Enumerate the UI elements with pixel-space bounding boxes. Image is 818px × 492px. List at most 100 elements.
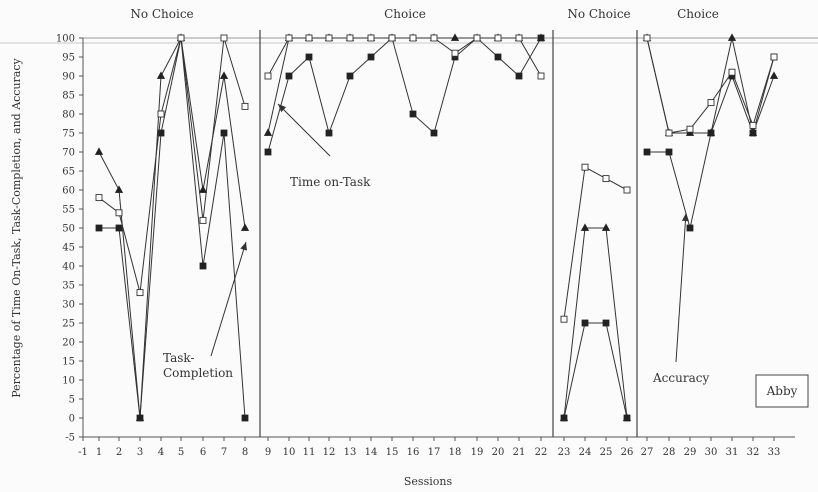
data-point (388, 34, 396, 42)
data-point (285, 34, 293, 42)
x-tick-label: 33 (768, 447, 781, 458)
x-tick-label: -1 (78, 447, 88, 458)
annotation-arrow (277, 103, 331, 157)
annotation-label: Task-Completion (163, 351, 233, 380)
x-tick-label: 6 (200, 447, 206, 458)
data-point (430, 34, 438, 42)
y-tick-label: 95 (62, 53, 75, 64)
data-point (94, 147, 104, 155)
y-tick-label: 60 (62, 186, 75, 197)
annotation-line: Task- (163, 351, 195, 365)
data-point (559, 413, 569, 421)
data-point (95, 194, 103, 202)
data-point (325, 129, 333, 137)
data-point (536, 33, 546, 41)
y-tick-label: 75 (62, 129, 75, 140)
y-tick-label: 100 (56, 34, 75, 45)
participant-label: Abby (766, 384, 798, 398)
x-tick-label: 32 (747, 447, 760, 458)
data-point (346, 72, 354, 80)
data-point (665, 148, 673, 156)
series-line (563, 166, 628, 320)
data-point (430, 129, 438, 137)
data-point (198, 185, 208, 193)
data-point (220, 129, 228, 137)
y-tick-label: 55 (62, 205, 75, 216)
data-point (580, 223, 590, 231)
data-point (156, 71, 166, 79)
phase-label: Choice (677, 7, 719, 21)
x-tick-label: 10 (283, 447, 296, 458)
x-tick-label: 27 (641, 447, 654, 458)
data-point (367, 34, 375, 42)
x-tick-label: 14 (365, 447, 378, 458)
x-tick-label: 7 (221, 447, 227, 458)
data-point (602, 175, 610, 183)
series-line (99, 37, 246, 419)
annotation-label: Time on-Task (290, 175, 371, 189)
series-line (98, 37, 246, 293)
x-tick-label: 19 (471, 447, 484, 458)
arrow-head (278, 104, 287, 113)
x-tick-label: 31 (726, 447, 739, 458)
data-point (769, 71, 779, 79)
annotation: Accuracy (652, 212, 709, 385)
y-tick-label: 65 (62, 167, 75, 178)
data-point (728, 68, 736, 76)
x-tick-label: 3 (137, 447, 143, 458)
data-point (199, 262, 207, 270)
x-tick-label: 20 (492, 447, 505, 458)
data-point (706, 128, 716, 136)
x-tick-label: 21 (513, 447, 526, 458)
data-point (409, 34, 417, 42)
y-tick-label: -5 (65, 433, 75, 444)
series-line (563, 322, 628, 419)
data-point (115, 224, 123, 232)
data-point (95, 224, 103, 232)
data-point (241, 414, 249, 422)
phase-label: No Choice (567, 7, 630, 21)
y-tick-label: 85 (62, 91, 75, 102)
data-point (285, 72, 293, 80)
x-tick-label: 9 (265, 447, 271, 458)
data-point (601, 223, 611, 231)
data-point (325, 34, 333, 42)
data-point (135, 413, 145, 421)
data-point (264, 72, 272, 80)
data-point (240, 223, 250, 231)
data-point (537, 72, 545, 80)
x-axis-title: Sessions (404, 475, 453, 488)
annotation-arrow (675, 212, 687, 363)
arrow-head (681, 213, 689, 222)
data-point (450, 33, 460, 41)
data-point (515, 34, 523, 42)
data-point (346, 34, 354, 42)
data-point (494, 53, 502, 61)
data-point (199, 216, 207, 224)
x-tick-label: 12 (323, 447, 336, 458)
data-point (115, 209, 123, 217)
data-point (136, 289, 144, 297)
annotation: Task-Completion (163, 241, 247, 380)
x-tick-label: 8 (242, 447, 248, 458)
data-point (622, 413, 632, 421)
x-tick-label: 13 (344, 447, 357, 458)
x-tick-label: 17 (428, 447, 441, 458)
data-point (749, 121, 757, 129)
data-point (686, 125, 694, 133)
data-point (770, 53, 778, 61)
data-point (220, 34, 228, 42)
annotation-line: Accuracy (652, 371, 709, 385)
data-point (114, 185, 124, 193)
data-point (707, 99, 715, 107)
data-point (264, 148, 272, 156)
data-point (263, 128, 273, 136)
x-tick-label: 23 (558, 447, 571, 458)
data-point (241, 102, 249, 110)
series-2 (94, 33, 779, 421)
x-tick-label: 2 (116, 447, 122, 458)
data-point (305, 34, 313, 42)
series-line (267, 37, 541, 134)
